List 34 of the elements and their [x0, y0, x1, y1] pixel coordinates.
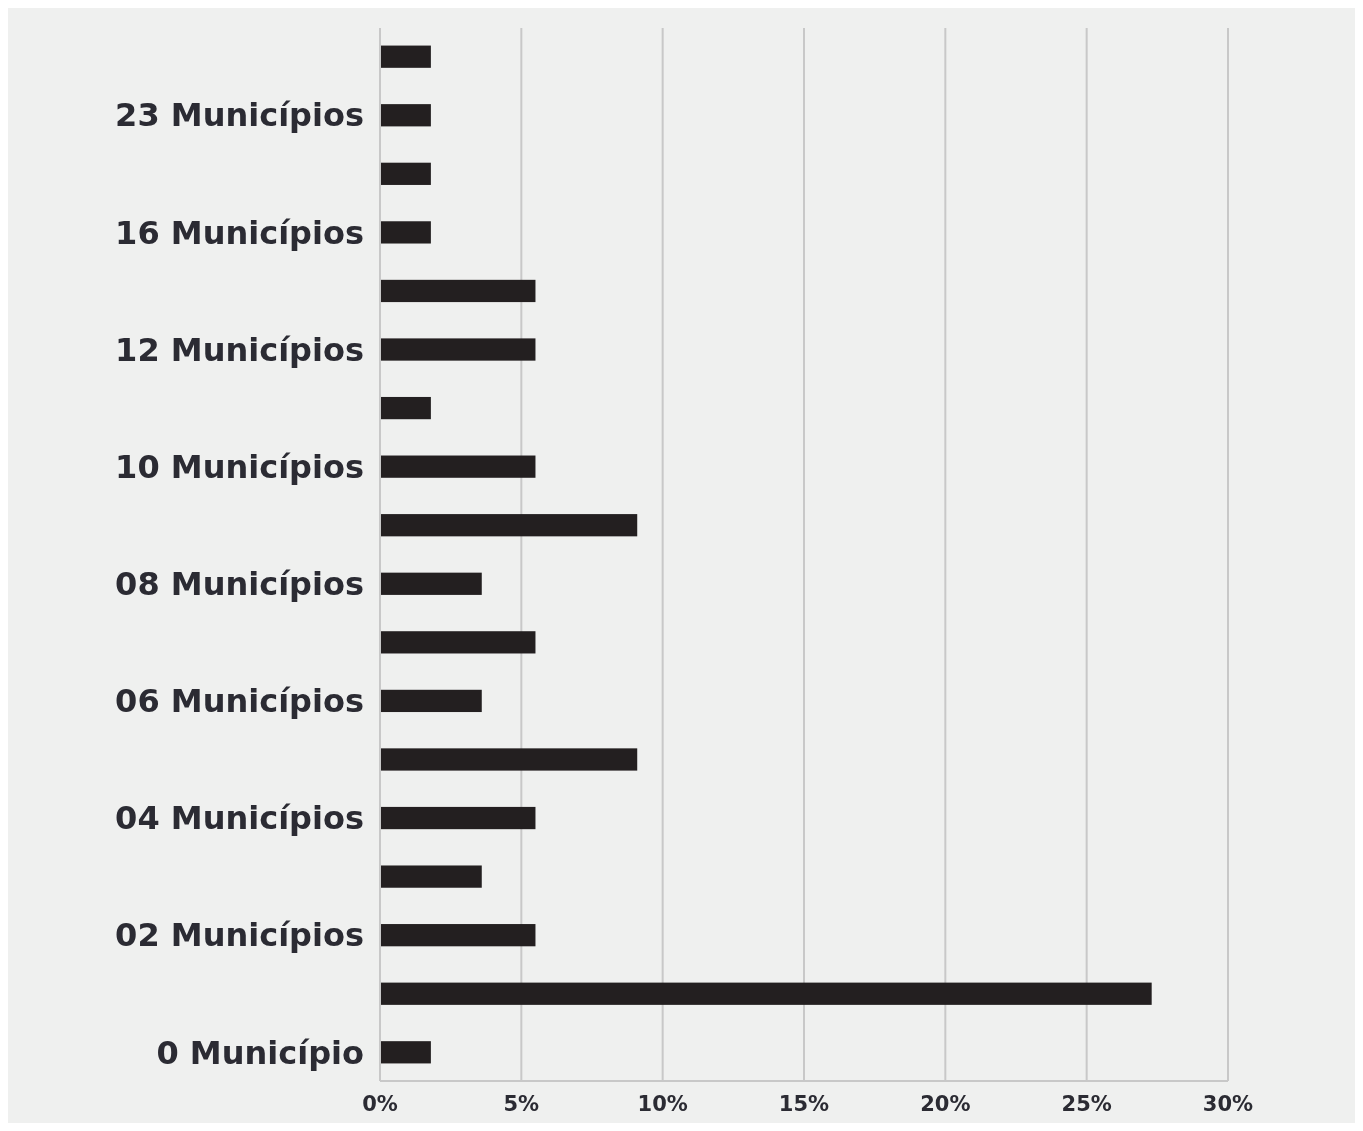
y-tick-label: 08 Municípios [115, 564, 364, 603]
bar [380, 1041, 431, 1064]
x-tick-label: 20% [920, 1092, 971, 1116]
y-tick-label: 10 Municípios [115, 447, 364, 486]
y-tick-label: 04 Municípios [115, 799, 364, 838]
y-tick-label: 12 Municípios [115, 330, 364, 369]
y-tick-label: 0 Município [156, 1033, 364, 1072]
bar [380, 924, 536, 947]
bar [380, 748, 638, 771]
x-tick-label: 15% [778, 1092, 830, 1116]
x-tick-label: 30% [1202, 1092, 1254, 1116]
y-tick-label: 06 Municípios [115, 682, 364, 721]
bar [380, 45, 431, 68]
bar [380, 396, 431, 420]
bar [380, 982, 1152, 1005]
y-tick-label: 16 Municípios [115, 213, 364, 252]
bar [380, 631, 536, 654]
bar [380, 865, 482, 888]
y-tick-label: 23 Municípios [115, 96, 364, 135]
bar [380, 689, 482, 713]
y-tick-label: 02 Municípios [115, 916, 364, 955]
bar [380, 572, 482, 595]
x-tick-label: 0% [362, 1092, 398, 1116]
bar [380, 455, 536, 478]
bar [380, 514, 638, 537]
x-tick-label: 10% [637, 1092, 688, 1116]
bar [380, 806, 536, 830]
bar [380, 104, 431, 127]
bar [380, 221, 431, 244]
bar [380, 279, 536, 303]
bar [380, 338, 536, 361]
x-tick-label: 25% [1061, 1092, 1112, 1116]
x-tick-label: 5% [503, 1092, 540, 1116]
bar [380, 162, 431, 185]
